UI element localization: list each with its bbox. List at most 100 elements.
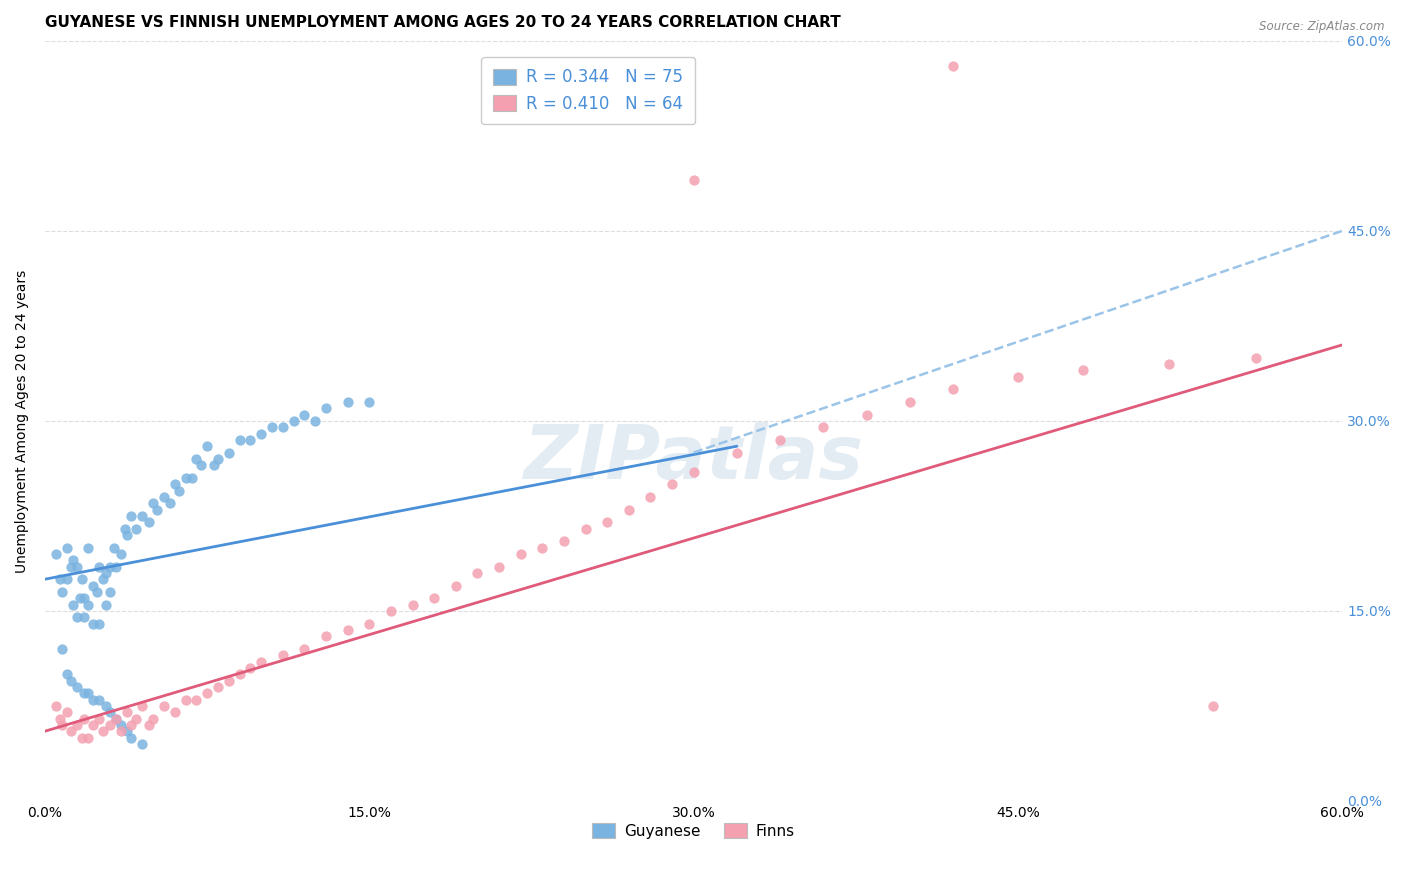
Point (1159, 357, 1181, 371)
Point (359, 395, 381, 409)
Point (131, 698, 153, 713)
Point (855, 408, 877, 422)
Point (105, 712, 128, 726)
Point (125, 522, 148, 536)
Point (59, 559, 82, 574)
Point (359, 616, 381, 631)
Point (531, 541, 554, 555)
Point (82, 578, 104, 592)
Point (574, 522, 596, 536)
Point (769, 433, 792, 447)
Point (239, 433, 262, 447)
Point (55, 541, 77, 555)
Point (509, 547, 531, 561)
Point (94, 566, 117, 580)
Point (174, 471, 197, 485)
Point (153, 698, 176, 713)
Point (82, 692, 104, 706)
Point (105, 559, 128, 574)
Point (142, 712, 165, 726)
Point (66, 680, 89, 694)
Point (271, 420, 294, 434)
Point (195, 439, 218, 453)
Point (467, 566, 489, 580)
Point (228, 667, 250, 681)
Point (93, 724, 115, 739)
Text: Source: ZipAtlas.com: Source: ZipAtlas.com (1260, 20, 1385, 33)
Point (45, 547, 67, 561)
Point (682, 173, 704, 187)
Point (661, 477, 683, 491)
Point (682, 465, 704, 479)
Point (131, 737, 153, 751)
Point (617, 502, 640, 516)
Point (1244, 351, 1267, 365)
Point (401, 598, 423, 612)
Point (336, 395, 359, 409)
Point (336, 623, 359, 637)
Point (167, 483, 190, 498)
Point (423, 591, 446, 606)
Point (73, 712, 96, 726)
Point (444, 578, 467, 592)
Point (640, 490, 662, 504)
Point (115, 724, 138, 739)
Point (239, 661, 262, 675)
Point (163, 477, 186, 491)
Point (49, 712, 72, 726)
Point (125, 712, 148, 726)
Point (66, 610, 89, 624)
Point (110, 718, 132, 732)
Point (218, 673, 240, 688)
Point (1071, 363, 1094, 377)
Point (153, 490, 176, 504)
Point (93, 572, 115, 586)
Point (98, 559, 121, 574)
Point (66, 559, 89, 574)
Point (120, 718, 142, 732)
Point (45, 698, 67, 713)
Point (77, 541, 100, 555)
Text: GUYANESE VS FINNISH UNEMPLOYMENT AMONG AGES 20 TO 24 YEARS CORRELATION CHART: GUYANESE VS FINNISH UNEMPLOYMENT AMONG A… (45, 15, 841, 30)
Point (115, 528, 138, 542)
Point (304, 414, 326, 428)
Point (94, 598, 117, 612)
Point (218, 445, 240, 459)
Point (813, 420, 835, 434)
Point (138, 718, 160, 732)
Point (51, 718, 73, 732)
Point (898, 395, 921, 409)
Point (315, 629, 337, 643)
Point (190, 458, 212, 473)
Point (207, 680, 229, 694)
Point (181, 471, 204, 485)
Point (159, 496, 181, 510)
Point (1007, 369, 1029, 384)
Point (105, 712, 128, 726)
Point (596, 515, 619, 529)
Y-axis label: Unemployment Among Ages 20 to 24 years: Unemployment Among Ages 20 to 24 years (15, 269, 30, 573)
Point (120, 508, 142, 523)
Point (98, 718, 121, 732)
Point (250, 426, 273, 441)
Point (110, 724, 132, 739)
Point (142, 496, 165, 510)
Point (283, 414, 305, 428)
Point (1201, 698, 1223, 713)
Point (59, 673, 82, 688)
Point (186, 692, 208, 706)
Point (146, 502, 169, 516)
Point (87, 712, 110, 726)
Point (59, 724, 82, 739)
Point (315, 401, 337, 416)
Point (82, 718, 104, 732)
Point (553, 534, 575, 549)
Point (51, 641, 73, 656)
Text: ZIPatlas: ZIPatlas (523, 423, 863, 495)
Point (115, 705, 138, 719)
Point (73, 591, 96, 606)
Point (294, 641, 316, 656)
Point (62, 553, 84, 567)
Point (294, 408, 316, 422)
Point (55, 705, 77, 719)
